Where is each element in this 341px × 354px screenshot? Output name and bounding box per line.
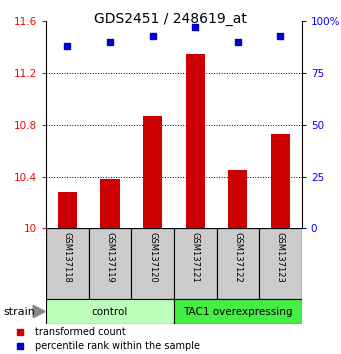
Bar: [228, 170, 248, 228]
Text: GSM137120: GSM137120: [148, 232, 157, 282]
Bar: [174, 228, 217, 299]
Text: control: control: [92, 307, 128, 316]
Bar: [58, 192, 77, 228]
Text: TAC1 overexpressing: TAC1 overexpressing: [183, 307, 293, 316]
Point: [17, 343, 23, 349]
Bar: [131, 228, 174, 299]
Bar: [46, 299, 174, 324]
Text: transformed count: transformed count: [35, 326, 126, 337]
Bar: [217, 228, 259, 299]
Point: [235, 39, 241, 45]
Point: [278, 33, 283, 39]
Point: [107, 39, 113, 45]
Text: GSM137123: GSM137123: [276, 232, 285, 283]
Bar: [186, 53, 205, 228]
Bar: [100, 179, 120, 228]
Bar: [259, 228, 302, 299]
Text: GSM137121: GSM137121: [191, 232, 200, 282]
Bar: [271, 134, 290, 228]
Text: percentile rank within the sample: percentile rank within the sample: [35, 341, 200, 352]
Polygon shape: [33, 305, 45, 318]
Bar: [46, 228, 89, 299]
Point: [17, 329, 23, 334]
Text: GSM137122: GSM137122: [233, 232, 242, 282]
Point: [64, 43, 70, 49]
Point: [150, 33, 155, 39]
Bar: [174, 299, 302, 324]
Point: [192, 25, 198, 30]
Text: strain: strain: [3, 307, 35, 316]
Bar: [89, 228, 131, 299]
Text: GSM137118: GSM137118: [63, 232, 72, 283]
Bar: [143, 116, 162, 228]
Text: GSM137119: GSM137119: [105, 232, 115, 282]
Text: GDS2451 / 248619_at: GDS2451 / 248619_at: [94, 12, 247, 27]
